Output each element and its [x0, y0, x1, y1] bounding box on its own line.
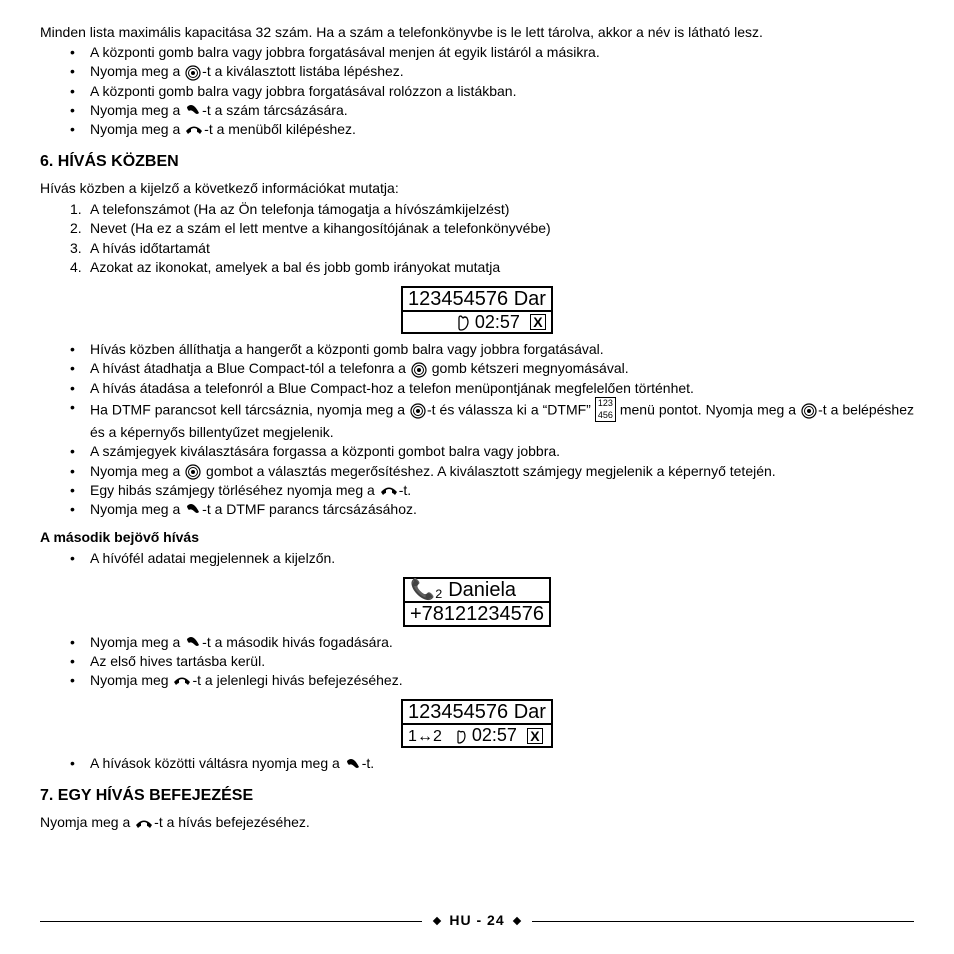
bullet-list-1: A központi gomb balra vagy jobbra forgat…: [40, 43, 914, 138]
section-7-text: Nyomja meg a -t a hívás befejezéséhez.: [40, 813, 914, 831]
center-button-icon: [185, 65, 201, 81]
call-icon: [345, 758, 361, 772]
call-icon: [185, 636, 201, 650]
call-icon: [185, 503, 201, 517]
list-item: Az első hives tartásba kerül.: [70, 652, 914, 670]
list-item: Nyomja meg a -t a kiválasztott listába l…: [70, 62, 914, 80]
lcd2-row2: +78121234576: [405, 601, 549, 625]
list-item: Azokat az ikonokat, amelyek a bal és job…: [70, 258, 914, 276]
center-button-icon: [185, 464, 201, 480]
intro-text: Minden lista maximális kapacitása 32 szá…: [40, 23, 914, 41]
list-item: A hívás időtartamát: [70, 239, 914, 257]
list-item: Nyomja meg a -t a második hivás fogadásá…: [70, 633, 914, 651]
list-item: Nyomja meg a -t a szám tárcsázására.: [70, 101, 914, 119]
call-icon: [185, 104, 201, 118]
numbered-list: A telefonszámot (Ha az Ön telefonja támo…: [40, 200, 914, 276]
list-item: A hívást átadhatja a Blue Compact-tól a …: [70, 359, 914, 377]
list-item: Nyomja meg a -t a menüből kilépéshez.: [70, 120, 914, 138]
end-call-icon: [380, 485, 398, 497]
list-item: A hívások közötti váltásra nyomja meg a …: [70, 754, 914, 772]
bullet-list-5: A hívások közötti váltásra nyomja meg a …: [40, 754, 914, 772]
section-6-title: 6. HÍVÁS KÖZBEN: [40, 152, 914, 173]
center-button-icon: [801, 403, 817, 419]
list-item: A hívófél adatai megjelennek a kijelzőn.: [70, 549, 914, 567]
list-item: Hívás közben állíthatja a hangerőt a köz…: [70, 340, 914, 358]
list-item: Nyomja meg -t a jelenlegi hivás befejezé…: [70, 671, 914, 689]
end-call-icon: [173, 675, 191, 687]
lcd1-row2: 02:57 X: [403, 310, 551, 332]
page-footer: HU - 24: [40, 911, 914, 929]
lcd3-row2: 1↔2 02:57 X: [403, 723, 551, 746]
bullet-list-4: Nyomja meg a -t a második hivás fogadásá…: [40, 633, 914, 690]
list-item: Nevet (Ha ez a szám el lett mentve a kih…: [70, 219, 914, 237]
subheading-second-call: A második bejövő hívás: [40, 528, 914, 546]
center-button-icon: [411, 362, 427, 378]
list-item: A számjegyek kiválasztására forgassa a k…: [70, 442, 914, 460]
bullet-list-2: Hívás közben állíthatja a hangerőt a köz…: [40, 340, 914, 518]
lcd2-row1: 📞₂ Daniela: [405, 579, 549, 601]
list-item: A hívás átadása a telefonról a Blue Comp…: [70, 379, 914, 397]
lcd3-row1: 123454576 Dar: [403, 701, 551, 723]
list-item: Ha DTMF parancsot kell tárcsáznia, nyomj…: [70, 398, 914, 442]
section-7-title: 7. EGY HÍVÁS BEFEJEZÉSE: [40, 786, 914, 807]
list-item: Nyomja meg a -t a DTMF parancs tárcsázás…: [70, 500, 914, 518]
list-item: A központi gomb balra vagy jobbra forgat…: [70, 43, 914, 61]
list-item: Egy hibás számjegy törléséhez nyomja meg…: [70, 481, 914, 499]
bullet-list-3: A hívófél adatai megjelennek a kijelzőn.: [40, 549, 914, 567]
lcd1-row1: 123454576 Dar: [403, 288, 551, 310]
center-button-icon: [410, 403, 426, 419]
end-call-icon: [135, 818, 153, 830]
end-call-icon: [185, 124, 203, 136]
list-item: Nyomja meg a gombot a választás megerősí…: [70, 462, 914, 480]
section-6-intro: Hívás közben a kijelző a következő infor…: [40, 179, 914, 197]
lcd-display-3: 123454576 Dar 1↔2 02:57 X: [40, 699, 914, 748]
lcd-display-1: 123454576 Dar 02:57 X: [40, 286, 914, 334]
keypad-icon: 123456: [595, 397, 616, 422]
footer-label: HU - 24: [449, 912, 504, 928]
lcd-display-2: 📞₂ Daniela +78121234576: [40, 577, 914, 627]
list-item: A központi gomb balra vagy jobbra forgat…: [70, 82, 914, 100]
list-item: A telefonszámot (Ha az Ön telefonja támo…: [70, 200, 914, 218]
